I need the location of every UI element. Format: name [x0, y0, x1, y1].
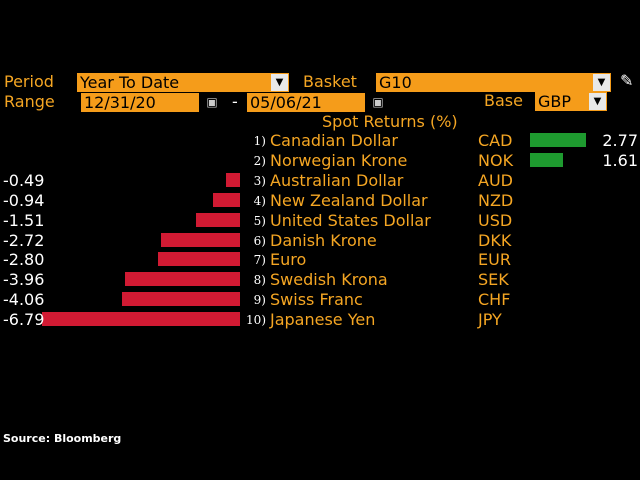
calendar-icon[interactable]: ▣: [206, 95, 218, 109]
bar: [225, 172, 240, 187]
currency-code: USD: [478, 210, 513, 230]
data-label: -3.96: [3, 270, 45, 290]
currency-code: DKK: [478, 230, 512, 250]
rank-label: 8): [253, 273, 266, 288]
basket-label: Basket: [303, 72, 357, 91]
rank-label: 3): [253, 173, 266, 188]
bar: [124, 272, 240, 287]
bar: [530, 152, 563, 167]
chart-row: -0.94 4) New Zealand Dollar NZD: [0, 191, 640, 211]
rank-label: 5): [253, 213, 266, 228]
category-label: New Zealand Dollar: [270, 190, 428, 210]
currency-code: JPY: [478, 310, 502, 330]
data-label: -1.51: [3, 210, 45, 230]
data-label: 2.77: [602, 131, 638, 150]
category-label: Swiss Franc: [270, 290, 363, 310]
rank-label: 6): [253, 233, 266, 248]
data-label: -6.79: [3, 310, 45, 330]
bar: [530, 133, 586, 147]
data-label: -2.80: [3, 250, 45, 270]
data-label: -4.06: [3, 290, 45, 310]
chevron-down-icon[interactable]: ▼: [271, 74, 288, 91]
chart-row: -2.72 6) Danish Krone DKK: [0, 231, 640, 251]
chevron-down-icon[interactable]: ▼: [589, 93, 606, 110]
rank-label: 2): [253, 153, 266, 168]
basket-select[interactable]: G10 ▼: [376, 73, 611, 92]
data-label: -0.49: [3, 170, 45, 190]
period-label: Period: [4, 72, 54, 91]
source-note: Source: Bloomberg: [3, 432, 122, 445]
period-select[interactable]: Year To Date ▼: [77, 73, 289, 92]
base-select[interactable]: GBP ▼: [535, 92, 607, 111]
bar: [212, 192, 240, 207]
bar: [42, 312, 240, 327]
basket-value: G10: [379, 73, 412, 92]
chevron-down-icon[interactable]: ▼: [593, 74, 610, 91]
pencil-icon[interactable]: ✎: [620, 71, 634, 90]
date-separator: -: [232, 92, 238, 111]
bar: [121, 292, 240, 307]
base-value: GBP: [538, 92, 572, 111]
category-label: Japanese Yen: [270, 310, 376, 330]
rank-label: 9): [253, 293, 266, 308]
chart-row: -2.80 7) Euro EUR: [0, 250, 640, 270]
currency-code: NOK: [478, 150, 514, 170]
range-label: Range: [4, 92, 55, 111]
period-value: Year To Date: [80, 73, 180, 92]
rank-label: 1): [253, 134, 266, 148]
chart-row: -0.49 3) Australian Dollar AUD: [0, 171, 640, 191]
chart-title: Spot Returns (%): [322, 112, 458, 131]
currency-code: AUD: [478, 170, 513, 190]
start-date-field[interactable]: 12/31/20: [81, 93, 199, 112]
chart-row: -6.79 10) Japanese Yen JPY: [0, 310, 640, 330]
rank-label: 7): [253, 253, 266, 268]
currency-code: CHF: [478, 290, 511, 310]
rank-label: 4): [253, 193, 266, 208]
chart-row: -4.06 9) Swiss Franc CHF: [0, 290, 640, 310]
chart-row: -1.51 5) United States Dollar USD: [0, 211, 640, 231]
data-label: -0.94: [3, 190, 45, 210]
chart-row: -3.96 8) Swedish Krona SEK: [0, 270, 640, 290]
category-label: Canadian Dollar: [270, 131, 398, 150]
end-date-field[interactable]: 05/06/21: [247, 93, 365, 112]
bar: [195, 212, 240, 227]
data-label: -2.72: [3, 230, 45, 250]
end-date-value: 05/06/21: [250, 93, 322, 112]
category-label: United States Dollar: [270, 210, 431, 230]
category-label: Euro: [270, 250, 307, 270]
currency-code: EUR: [478, 250, 511, 270]
category-label: Danish Krone: [270, 230, 377, 250]
base-label: Base: [484, 91, 523, 110]
data-label: 1.61: [602, 150, 638, 170]
chart-row: 2.77 1) Canadian Dollar CAD: [0, 131, 640, 151]
category-label: Norwegian Krone: [270, 150, 408, 170]
chart-row: 1.61 2) Norwegian Krone NOK: [0, 151, 640, 171]
bar: [158, 252, 240, 267]
start-date-value: 12/31/20: [84, 93, 156, 112]
rank-label: 10): [246, 313, 266, 328]
currency-code: CAD: [478, 131, 513, 150]
currency-code: SEK: [478, 270, 509, 290]
category-label: Swedish Krona: [270, 270, 388, 290]
currency-code: NZD: [478, 190, 514, 210]
calendar-icon[interactable]: ▣: [372, 95, 384, 109]
bar: [160, 232, 240, 247]
category-label: Australian Dollar: [270, 170, 404, 190]
